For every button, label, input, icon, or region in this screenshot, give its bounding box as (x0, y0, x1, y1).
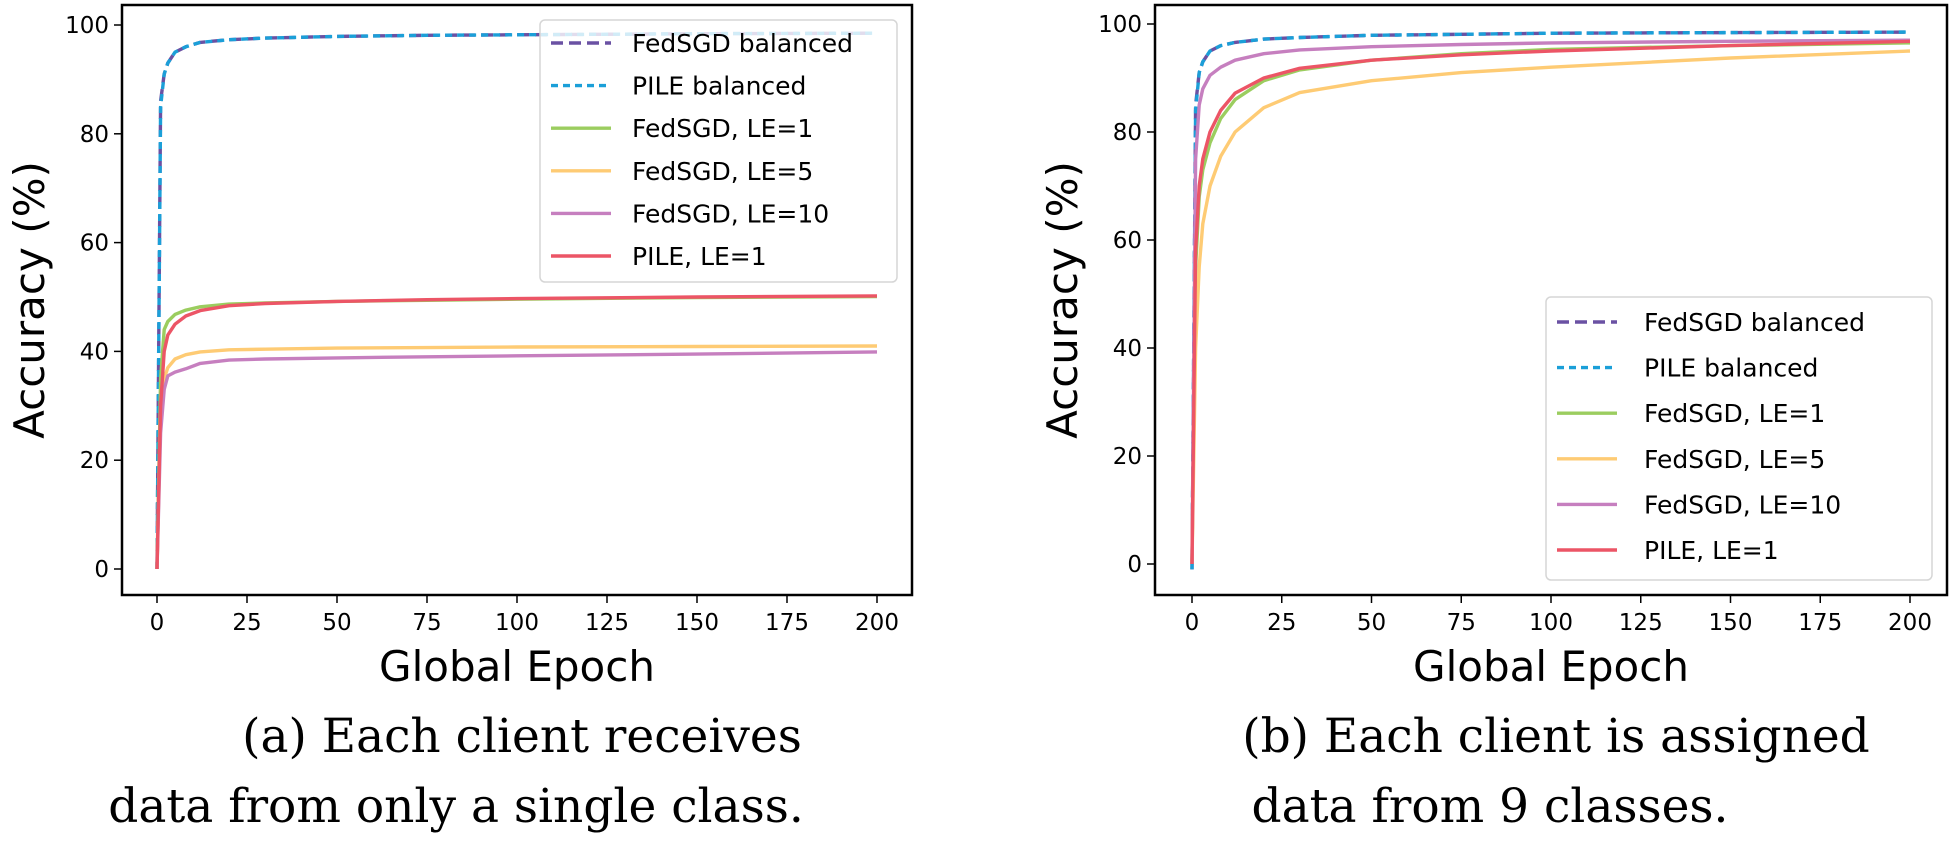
y-tick-label: 60 (1113, 228, 1142, 254)
series-line-fedsgd-le-10 (1190, 38, 1911, 565)
x-tick-label: 0 (1185, 610, 1200, 636)
series-line-pile-le-1 (1190, 39, 1911, 565)
x-tick-label: 25 (232, 610, 261, 636)
x-tick-label: 25 (1267, 610, 1296, 636)
figure-caption-line: (b) Each client is assigned (1242, 709, 1870, 764)
y-tick-label: 80 (1113, 120, 1142, 146)
y-tick-label: 60 (80, 231, 109, 257)
legend-label: PILE balanced (1644, 354, 1818, 383)
legend: FedSGD balanced PILE balanced FedSGD, LE=1… (1545, 296, 1933, 581)
y-axis-label: Accuracy (%) (5, 161, 54, 439)
legend-label: FedSGD, LE=10 (1644, 490, 1841, 519)
x-tick-label: 100 (1529, 610, 1573, 636)
series-line-pile-le-1 (155, 294, 878, 570)
x-tick-label: 125 (1619, 610, 1663, 636)
legend-label: FedSGD balanced (632, 29, 853, 58)
y-tick-label: 0 (1127, 552, 1142, 578)
x-tick-label: 150 (1709, 610, 1753, 636)
series-line-fedsgd-le-1 (155, 294, 878, 570)
y-tick-label: 100 (65, 13, 109, 39)
x-tick-label: 100 (495, 610, 539, 636)
legend-label: FedSGD, LE=5 (632, 157, 813, 186)
series-line-pile-balanced (1190, 30, 1911, 570)
legend-box (539, 19, 898, 283)
series-line-fedsgd-le-10 (155, 350, 878, 570)
legend-label: FedSGD, LE=10 (632, 199, 829, 228)
legend-label: FedSGD, LE=5 (1644, 445, 1825, 474)
series-line-fedsgd-balanced (1190, 30, 1911, 570)
x-axis-label: Global Epoch (1413, 642, 1689, 691)
legend-label: PILE, LE=1 (632, 242, 767, 271)
y-tick-label: 20 (80, 448, 109, 474)
x-tick-label: 175 (1798, 610, 1842, 636)
x-tick-label: 175 (765, 610, 809, 636)
x-tick-label: 200 (855, 610, 899, 636)
legend: FedSGD balanced PILE balanced FedSGD, LE=1… (539, 19, 898, 283)
y-tick-label: 20 (1113, 444, 1142, 470)
y-tick-label: 40 (1113, 336, 1142, 362)
series-line-fedsgd-le-5 (155, 344, 878, 570)
x-tick-label: 75 (1447, 610, 1476, 636)
x-axis-label: Global Epoch (379, 642, 655, 691)
y-tick-label: 0 (94, 557, 109, 583)
y-tick-label: 80 (80, 122, 109, 148)
x-tick-label: 0 (150, 610, 165, 636)
legend-label: PILE balanced (632, 72, 806, 101)
x-tick-label: 150 (675, 610, 719, 636)
x-tick-label: 75 (412, 610, 441, 636)
chart-panel-b: 0 25 50 75 100 125 150 175 200 0 20 40 60 80 100 Global… (1038, 3, 1949, 834)
x-tick-label: 50 (322, 610, 351, 636)
y-axis-label: Accuracy (%) (1038, 161, 1087, 439)
figure-caption-line: (a) Each client receives (242, 709, 802, 764)
chart-panel-a: 0 25 50 75 100 125 150 175 200 0 20 40 60 80 100 Global… (5, 3, 914, 834)
legend-label: FedSGD balanced (1644, 308, 1865, 337)
y-tick-label: 40 (80, 339, 109, 365)
figure-caption-line: data from only a single class. (108, 779, 804, 834)
legend-label: FedSGD, LE=1 (632, 114, 813, 143)
figure-caption-line: data from 9 classes. (1252, 779, 1729, 834)
legend-label: FedSGD, LE=1 (1644, 399, 1825, 428)
y-tick-label: 100 (1098, 12, 1142, 38)
series-line-pile-balanced (155, 31, 878, 570)
series-line-fedsgd-le-5 (1190, 49, 1911, 565)
x-tick-label: 125 (585, 610, 629, 636)
legend-box (1545, 296, 1933, 581)
legend-label: PILE, LE=1 (1644, 536, 1779, 565)
x-tick-label: 200 (1888, 610, 1932, 636)
x-tick-label: 50 (1357, 610, 1386, 636)
